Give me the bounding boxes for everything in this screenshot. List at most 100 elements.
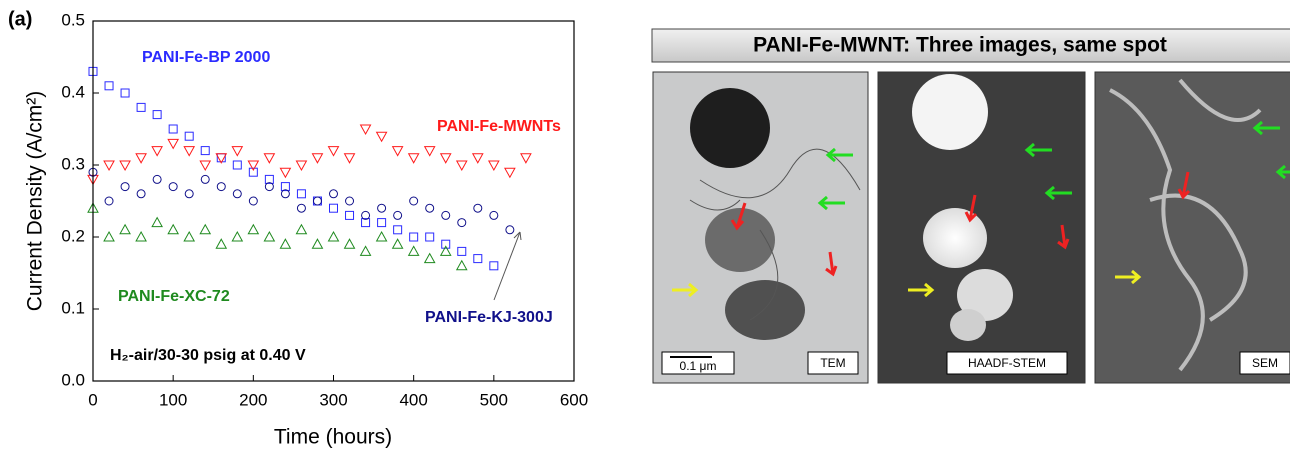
x-tick-label: 0 <box>88 390 97 409</box>
particle <box>950 309 986 341</box>
x-tick-label: 500 <box>480 390 508 409</box>
point <box>264 174 274 184</box>
point <box>104 81 114 91</box>
point <box>184 189 194 199</box>
point <box>232 189 242 199</box>
x-tick-label: 100 <box>159 390 187 409</box>
point <box>329 203 338 213</box>
point <box>375 230 388 242</box>
point <box>393 210 403 220</box>
point <box>473 254 483 264</box>
point <box>343 153 356 164</box>
point <box>457 246 467 256</box>
point <box>151 146 163 157</box>
point <box>377 203 387 213</box>
label-box <box>1239 351 1290 375</box>
point <box>200 146 210 156</box>
particle <box>957 269 1013 321</box>
point <box>327 230 340 242</box>
point <box>295 160 308 172</box>
point <box>345 196 355 206</box>
point <box>471 153 484 164</box>
point <box>455 259 468 271</box>
point <box>375 131 388 143</box>
y-axis-title: Current Density (A/cm²) <box>24 91 47 312</box>
panel-title: PANI-Fe-MWNT: Three images, same spot <box>753 34 1167 57</box>
point <box>119 223 131 235</box>
x-tick-label: 300 <box>319 390 347 409</box>
image-label: TEM <box>820 356 845 370</box>
point <box>439 245 452 256</box>
point <box>391 238 404 249</box>
panel-b: (b) PANI-Fe-MWNT: Three images, same spo… <box>612 8 1290 384</box>
point <box>183 230 196 242</box>
series-label: PANI-Fe-BP 2000 <box>142 49 270 66</box>
panel-label: (b) <box>612 8 638 30</box>
point <box>311 153 324 164</box>
point <box>119 160 131 172</box>
point <box>423 252 436 264</box>
annotation: H₂-air/30-30 psig at 0.40 V <box>110 347 306 364</box>
point <box>167 223 180 235</box>
label-box <box>946 351 1068 375</box>
point <box>489 261 499 271</box>
point <box>377 218 387 228</box>
point <box>120 182 130 192</box>
arrows <box>672 120 1290 298</box>
point <box>455 160 468 172</box>
point <box>423 146 436 157</box>
point <box>329 189 338 199</box>
point <box>152 110 162 120</box>
point <box>120 88 130 98</box>
particle <box>705 208 775 272</box>
particle <box>690 88 770 168</box>
point <box>103 160 115 172</box>
point <box>359 124 372 136</box>
point <box>135 153 147 164</box>
point <box>167 138 180 150</box>
point <box>409 232 419 242</box>
fiber <box>689 148 861 321</box>
image-label: SEM <box>1252 356 1278 370</box>
point <box>505 225 515 235</box>
x-tick-label: 200 <box>239 390 267 409</box>
point <box>279 238 292 249</box>
point <box>264 182 274 192</box>
point <box>136 102 146 112</box>
header-box <box>651 28 1290 63</box>
point <box>407 153 420 164</box>
point <box>407 245 420 256</box>
x-axis-title: Time (hours) <box>274 426 392 449</box>
point <box>425 203 435 213</box>
panel-label: (a) <box>8 8 32 30</box>
point <box>103 230 115 242</box>
point <box>359 245 372 256</box>
point <box>489 210 499 220</box>
point <box>152 174 162 184</box>
point <box>504 167 516 179</box>
point <box>487 160 500 172</box>
particle <box>912 74 988 150</box>
point <box>263 153 276 164</box>
series-label: PANI-Fe-XC-72 <box>118 288 230 305</box>
point <box>295 223 308 235</box>
point <box>296 189 306 199</box>
point <box>200 174 210 184</box>
y-tick-label: 0.0 <box>61 370 85 389</box>
y-tick-label: 0.2 <box>61 226 85 245</box>
point <box>215 238 228 249</box>
point <box>393 225 403 235</box>
particle <box>725 280 805 340</box>
point <box>441 210 451 220</box>
point <box>168 124 178 134</box>
point <box>231 230 244 242</box>
point <box>361 210 371 220</box>
point <box>473 203 483 213</box>
point <box>441 239 451 249</box>
point <box>439 153 452 164</box>
point <box>215 153 228 164</box>
y-tick-label: 0.3 <box>61 154 85 173</box>
series-label: PANI-Fe-KJ-300J <box>425 309 553 326</box>
point <box>279 167 292 179</box>
